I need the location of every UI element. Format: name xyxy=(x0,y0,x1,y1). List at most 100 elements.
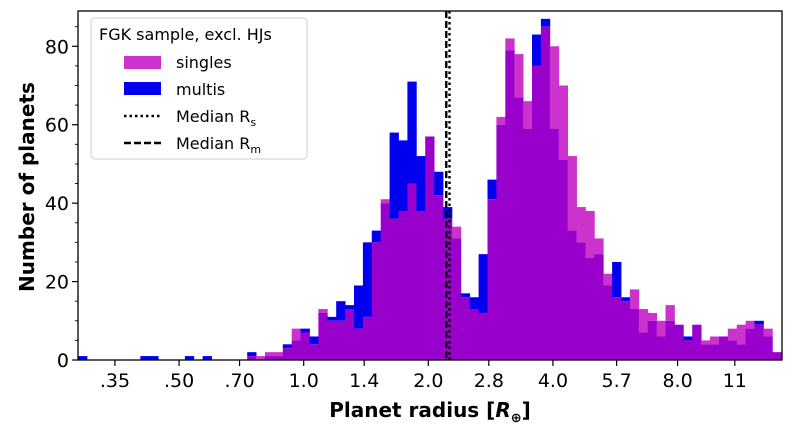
bar-overlap xyxy=(469,309,480,360)
bar-overlap xyxy=(558,160,569,360)
bar-multis xyxy=(140,356,150,360)
bar-overlap xyxy=(362,316,373,360)
bar-multis xyxy=(398,140,408,211)
bar-singles xyxy=(291,328,301,341)
bar-overlap xyxy=(451,238,462,360)
bar-multis xyxy=(754,320,764,325)
bar-overlap xyxy=(701,344,711,360)
bar-singles xyxy=(318,309,328,313)
bar-overlap xyxy=(443,218,453,360)
bar-multis xyxy=(184,356,195,360)
y-tick-label: 20 xyxy=(45,272,69,294)
bar-overlap xyxy=(629,309,640,360)
bar-overlap xyxy=(549,128,560,360)
bar-multis xyxy=(478,254,488,313)
bars-layer xyxy=(78,18,782,361)
bar-singles xyxy=(380,199,390,204)
bar-overlap xyxy=(523,128,533,360)
bar-overlap xyxy=(318,312,328,360)
x-tick-label: 5.7 xyxy=(602,370,632,392)
bar-singles xyxy=(576,207,586,243)
bar-overlap xyxy=(398,210,408,360)
bar-overlap xyxy=(434,195,444,360)
bar-multis xyxy=(460,293,471,298)
bar-overlap xyxy=(389,218,399,360)
bar-singles xyxy=(514,54,524,98)
bar-multis xyxy=(416,156,426,211)
x-tick-label: 11 xyxy=(723,370,747,392)
bar-multis xyxy=(78,356,88,360)
bar-overlap xyxy=(647,320,658,360)
bar-overlap xyxy=(478,312,488,360)
bar-overlap xyxy=(754,324,764,360)
bar-overlap xyxy=(336,320,346,360)
legend-swatch-singles xyxy=(124,56,161,69)
bar-overlap xyxy=(291,340,301,360)
x-tick-label: 8.0 xyxy=(662,370,692,392)
bar-singles xyxy=(629,289,640,310)
bar-multis xyxy=(300,328,310,333)
bar-multis xyxy=(683,336,693,341)
bar-overlap xyxy=(594,254,604,360)
x-tick-label: 1.0 xyxy=(289,370,319,392)
median-lines-layer xyxy=(445,11,451,360)
bar-multis xyxy=(371,230,382,243)
x-axis-label: Planet radius [R⊕] xyxy=(329,398,531,426)
bar-multis xyxy=(149,356,159,360)
bar-overlap xyxy=(603,285,613,360)
bar-overlap xyxy=(567,230,577,360)
y-tick-label: 40 xyxy=(45,193,69,215)
bar-overlap xyxy=(309,344,319,360)
bar-multis xyxy=(327,316,337,321)
bar-overlap xyxy=(638,332,649,360)
bar-overlap xyxy=(425,136,435,360)
bar-overlap xyxy=(496,124,506,360)
legend-label-singles: singles xyxy=(176,53,232,72)
bar-multis xyxy=(621,297,631,302)
bar-multis xyxy=(345,305,355,310)
bar-multis xyxy=(407,81,417,184)
bar-overlap xyxy=(407,183,417,360)
bar-overlap xyxy=(576,242,586,360)
bar-singles xyxy=(451,226,462,239)
bar-singles xyxy=(567,156,577,231)
bar-overlap xyxy=(585,258,595,360)
bar-singles xyxy=(736,324,747,345)
bar-overlap xyxy=(674,324,684,360)
bar-singles xyxy=(745,320,755,329)
bar-singles xyxy=(665,305,675,321)
bar-singles xyxy=(585,210,595,259)
x-tick-label: .35 xyxy=(100,370,130,392)
bar-overlap xyxy=(345,309,355,360)
legend: FGK sample, excl. HJs singles multis Med… xyxy=(90,17,308,160)
legend-label-median-multis: Median Rm xyxy=(176,134,261,156)
bar-overlap xyxy=(460,297,471,360)
bar-multis xyxy=(540,18,551,27)
bar-multis xyxy=(389,132,399,219)
bar-singles xyxy=(603,273,613,286)
bar-overlap xyxy=(371,242,382,360)
bar-singles xyxy=(656,320,666,337)
bar-overlap xyxy=(416,210,426,360)
y-axis-label: Number of planets xyxy=(15,82,39,292)
bar-multis xyxy=(487,179,497,200)
bar-overlap xyxy=(380,203,390,360)
bar-singles xyxy=(523,101,533,129)
ticks-layer: .35 .50 .70 1.0 1.4 2.0 2.8 4.0 5.7 8.0 11 0 20 40 60 8… xyxy=(45,26,747,392)
bar-overlap xyxy=(621,301,631,360)
bar-multis xyxy=(282,344,293,349)
y-tick-label: 0 xyxy=(57,350,69,372)
bar-overlap xyxy=(514,97,524,361)
bar-singles xyxy=(727,328,738,341)
bar-multis xyxy=(443,207,453,219)
bar-overlap xyxy=(683,340,693,360)
bar-overlap xyxy=(273,356,284,360)
bar-multis xyxy=(247,352,257,357)
x-tick-label: 1.4 xyxy=(349,370,379,392)
legend-swatch-multis xyxy=(124,82,161,95)
bar-multis xyxy=(202,356,212,360)
bar-overlap xyxy=(612,297,622,360)
bar-overlap xyxy=(505,50,515,361)
bar-overlap xyxy=(247,356,257,360)
y-tick-label: 60 xyxy=(45,115,69,137)
